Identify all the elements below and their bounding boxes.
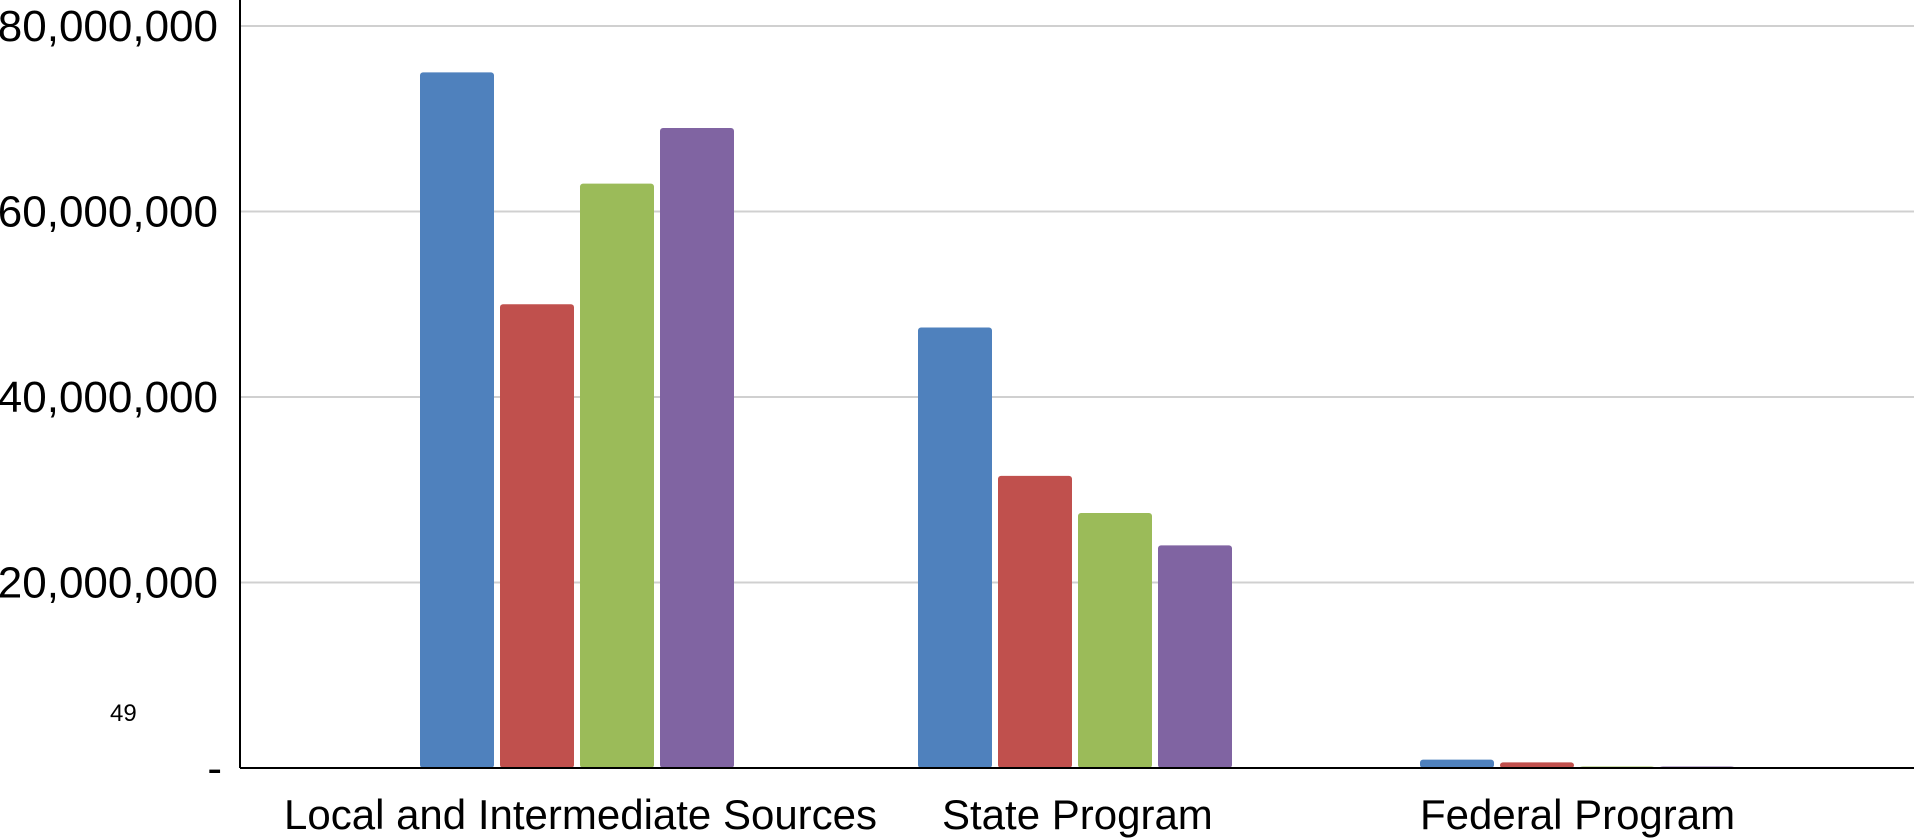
x-category-label: Federal Program [1420, 791, 1735, 838]
bar [918, 327, 992, 768]
bar [1078, 512, 1152, 768]
bar [1158, 545, 1232, 768]
bar [1420, 759, 1494, 768]
x-category-label: State Program [942, 791, 1213, 838]
bars [420, 72, 1734, 769]
bar [420, 72, 494, 768]
y-tick-label: 40,000,000 [0, 373, 218, 422]
y-tick-label: 80,000,000 [0, 2, 218, 51]
x-category-label: Local and Intermediate Sources [284, 791, 877, 838]
y-tick-labels: - 20,000,000 40,000,000 60,000,000 80,000,00… [0, 2, 222, 793]
chart-annotation: 49 [110, 700, 137, 727]
y-tick-label: 60,000,000 [0, 188, 218, 237]
bar [998, 475, 1072, 768]
bar [1500, 762, 1574, 768]
x-category-labels: Local and Intermediate Sources State Prog… [284, 791, 1735, 838]
y-tick-label: - [207, 744, 222, 793]
y-tick-label: 20,000,000 [0, 559, 218, 608]
bar [500, 304, 574, 768]
bar [660, 128, 734, 768]
bar [580, 183, 654, 769]
